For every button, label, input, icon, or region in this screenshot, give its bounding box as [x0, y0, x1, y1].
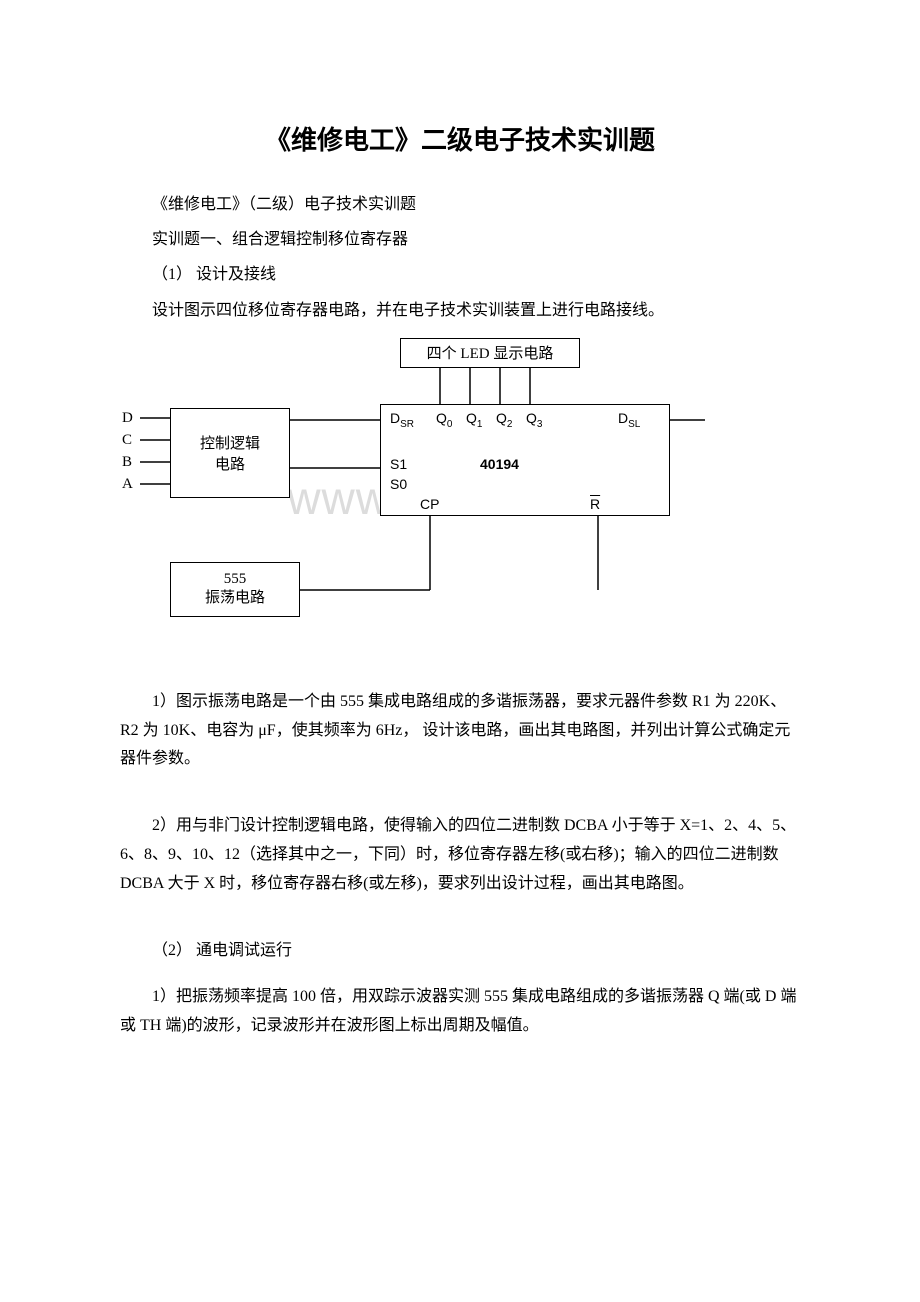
- paragraph-3: 1）把振荡频率提高 100 倍，用双踪示波器实测 555 集成电路组成的多谐振荡…: [120, 983, 800, 1041]
- paragraph-2: 2）用与非门设计控制逻辑电路，使得输入的四位二进制数 DCBA 小于等于 X=1…: [120, 812, 800, 898]
- pin-r: R: [590, 496, 600, 512]
- pin-q2: Q2: [496, 410, 512, 430]
- osc-line1: 555: [224, 570, 247, 590]
- pin-q0: Q0: [436, 410, 452, 430]
- pin-s0: S0: [390, 476, 407, 492]
- osc-line2: 振荡电路: [205, 589, 265, 609]
- input-label-a: A: [122, 476, 133, 493]
- pin-dsl: DSL: [618, 410, 640, 430]
- pin-dsr: DSR: [390, 410, 414, 430]
- input-label-c: C: [122, 432, 132, 449]
- step1-desc: 设计图示四位移位寄存器电路，并在电子技术实训装置上进行电路接线。: [120, 293, 800, 328]
- subtitle: 《维修电工》（二级）电子技术实训题: [120, 187, 800, 222]
- logic-label: 控制逻辑 电路: [200, 432, 260, 474]
- led-box: 四个 LED 显示电路: [400, 338, 580, 368]
- logic-box: 控制逻辑 电路: [170, 408, 290, 498]
- pin-s1: S1: [390, 456, 407, 472]
- page-title: 《维修电工》二级电子技术实训题: [120, 120, 800, 157]
- paragraph-1: 1）图示振荡电路是一个由 555 集成电路组成的多谐振荡器，要求元器件参数 R1…: [120, 688, 800, 774]
- oscillator-box: 555 振荡电路: [170, 562, 300, 617]
- input-label-b: B: [122, 454, 132, 471]
- pin-q3: Q3: [526, 410, 542, 430]
- step1-heading: （1） 设计及接线: [120, 257, 800, 292]
- block-diagram: www.bdocx.com D C B A 四个 LED 显示电路 控制逻辑 电…: [120, 338, 800, 658]
- input-label-d: D: [122, 410, 133, 427]
- chip-name: 40194: [480, 456, 519, 472]
- pin-q1: Q1: [466, 410, 482, 430]
- pin-cp: CP: [420, 496, 439, 512]
- step2-heading: （2） 通电调试运行: [120, 937, 800, 966]
- topic-line: 实训题一、组合逻辑控制移位寄存器: [120, 222, 800, 257]
